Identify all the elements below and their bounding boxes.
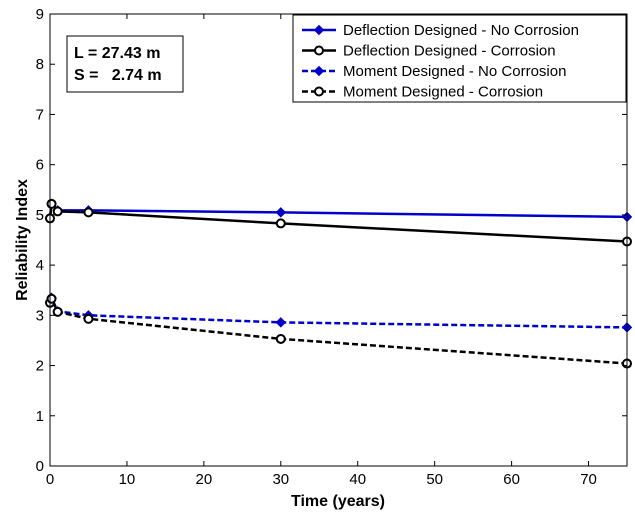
data-point [275, 218, 286, 229]
legend-label: Moment Designed - No Corrosion [343, 63, 566, 80]
legend-entry-moment-designed-corrosion: Moment Designed - Corrosion [302, 84, 543, 101]
annotation-span-length: L = 27.43 m [74, 45, 160, 62]
x-tick-label: 70 [580, 471, 597, 488]
series-line [48, 295, 628, 365]
annotation-frame [66, 35, 184, 93]
series-deflection-designed-no-corrosion [44, 198, 633, 224]
legend: Deflection Designed - No Corrosion Deflec… [292, 14, 627, 103]
legend-marker [313, 24, 325, 36]
x-tick-label: 0 [46, 471, 54, 488]
data-point [275, 207, 287, 218]
x-axis-ticks: 0 10 20 30 40 50 60 70 [46, 14, 597, 488]
y-tick-label: 1 [36, 408, 44, 425]
data-point [46, 293, 57, 304]
y-tick-label: 2 [36, 358, 44, 375]
x-tick-label: 30 [272, 471, 289, 488]
legend-entry-deflection-designed-corrosion: Deflection Designed - Corrosion [302, 43, 556, 60]
series-moment-designed-corrosion [45, 293, 632, 369]
data-point [83, 207, 94, 218]
y-tick-label: 0 [36, 458, 44, 475]
plot-frame [49, 13, 628, 467]
data-point [83, 313, 94, 324]
x-tick-label: 60 [503, 471, 520, 488]
legend-items: Deflection Designed - No Corrosion Deflec… [302, 22, 579, 101]
x-tick-label: 50 [426, 471, 443, 488]
data-point [52, 306, 63, 317]
plot-layer [44, 198, 633, 369]
legend-marker [314, 86, 324, 97]
legend-entry-deflection-designed-no-corrosion: Deflection Designed - No Corrosion [302, 22, 579, 39]
data-point [275, 333, 286, 344]
series-deflection-designed-corrosion [45, 198, 632, 247]
data-point [46, 198, 57, 209]
legend-marker [313, 65, 325, 77]
legend-entry-moment-designed-no-corrosion: Moment Designed - No Corrosion [302, 63, 566, 80]
legend-label: Deflection Designed - No Corrosion [343, 22, 579, 39]
y-tick-label: 7 [36, 106, 44, 123]
y-tick-label: 3 [36, 307, 44, 324]
x-tick-label: 20 [196, 471, 213, 488]
data-point [52, 206, 63, 217]
series-line [48, 294, 628, 329]
y-tick-label: 4 [36, 257, 44, 274]
annotation-box: L = 27.43 m S = 2.74 m [66, 35, 184, 93]
legend-marker [314, 45, 324, 56]
y-tick-label: 5 [36, 207, 44, 224]
legend-frame [292, 14, 627, 103]
x-tick-label: 10 [119, 471, 136, 488]
y-tick-label: 9 [36, 6, 44, 23]
y-tick-label: 8 [36, 56, 44, 73]
annotation-spacing: S = 2.74 m [74, 67, 162, 84]
y-axis-label: Reliability Index [14, 179, 31, 301]
series-moment-designed-no-corrosion [44, 292, 633, 333]
y-axis-ticks: 0 1 2 3 4 5 6 7 8 9 [36, 6, 627, 475]
legend-label: Moment Designed - Corrosion [343, 84, 543, 101]
y-tick-label: 6 [36, 157, 44, 174]
data-point [275, 317, 287, 328]
x-axis-label: Time (years) [291, 493, 385, 510]
legend-label: Deflection Designed - Corrosion [343, 43, 556, 60]
series-line [48, 200, 628, 243]
x-tick-label: 40 [349, 471, 366, 488]
